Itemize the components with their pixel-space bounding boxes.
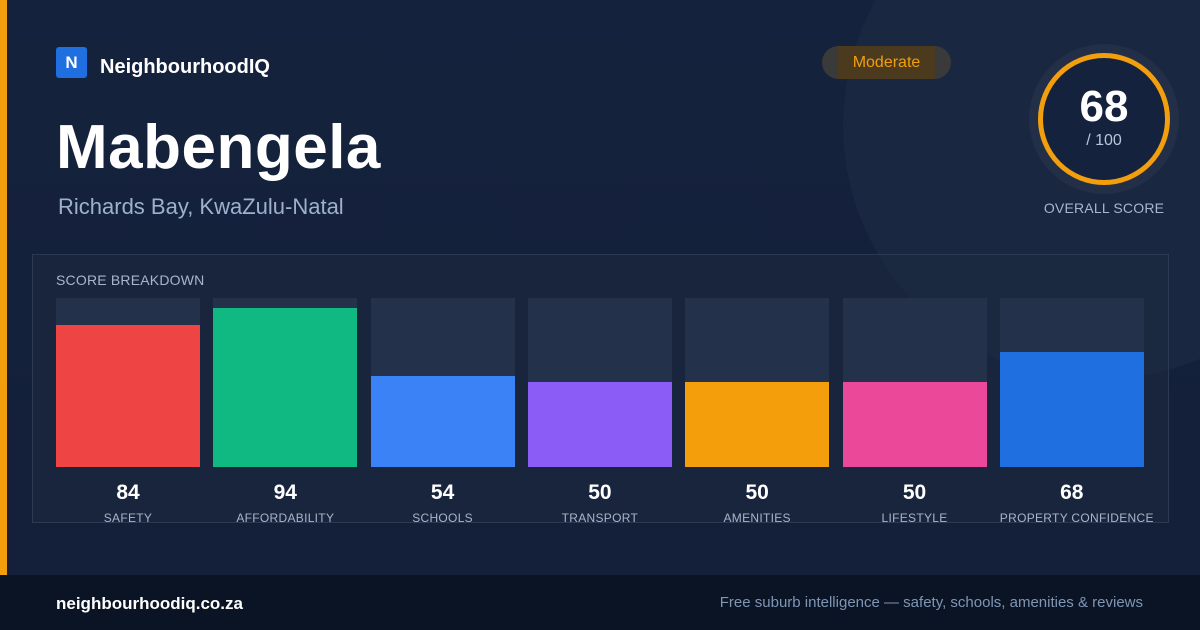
bar-fill: [527, 382, 672, 467]
breakdown-bar-safety: 84 SAFETY: [56, 298, 200, 525]
bar-fill: [999, 352, 1144, 467]
breakdown-bar-affordability: 94 AFFORDABILITY: [213, 298, 358, 525]
footer: neighbourhoodiq.co.za Free suburb intell…: [0, 575, 1200, 630]
bar-value: 84: [116, 481, 140, 504]
brand-logo-icon: N: [56, 47, 87, 78]
bar-fill: [685, 382, 830, 467]
accent-bar: [0, 0, 7, 575]
bar-label: AMENITIES: [723, 511, 791, 525]
bar-value: 50: [745, 481, 769, 504]
bar-value: 50: [902, 481, 927, 504]
bar-track: [527, 298, 672, 467]
bar-label: TRANSPORT: [561, 511, 639, 525]
bar-label: PROPERTY CONFIDENCE: [999, 511, 1154, 525]
bar-track: [842, 298, 987, 467]
bar-label: LIFESTYLE: [881, 511, 948, 525]
breakdown-bar-property-confidence: 68 PROPERTY CONFIDENCE: [999, 298, 1154, 525]
bar-fill: [842, 382, 987, 467]
rating-badge: Moderate: [822, 46, 951, 79]
footer-tagline: Free suburb intelligence — safety, schoo…: [719, 594, 1143, 611]
bar-value: 94: [273, 481, 297, 504]
bar-track: [999, 298, 1144, 467]
share-card: N NeighbourhoodIQ Mabengela Richards Bay…: [0, 0, 1200, 575]
bar-fill: [370, 376, 515, 467]
overall-score-ring: 68 / 100: [1029, 44, 1179, 194]
score-breakdown-panel: SCORE BREAKDOWN 84 SAFETY 94 AFFORDABILITY 5…: [32, 254, 1169, 525]
bar-track: [213, 298, 358, 467]
bar-value: 50: [588, 481, 612, 504]
suburb-location: Richards Bay, KwaZulu-Natal: [58, 194, 344, 219]
bar-track: [56, 298, 200, 467]
breakdown-bar-transport: 50 TRANSPORT: [527, 298, 672, 525]
bar-fill: [213, 308, 358, 467]
score-ring-progress: [1038, 53, 1170, 185]
bar-fill: [56, 325, 200, 467]
bar-label: SCHOOLS: [412, 511, 473, 525]
bar-track: [685, 298, 830, 467]
brand: N NeighbourhoodIQ: [56, 46, 270, 79]
breakdown-bar-schools: 54 SCHOOLS: [370, 298, 515, 525]
overall-score-value: 68: [1079, 82, 1129, 131]
footer-url: neighbourhoodiq.co.za: [56, 594, 243, 613]
bar-value: 68: [1060, 481, 1084, 504]
suburb-title: Mabengela: [56, 113, 381, 182]
brand-name: NeighbourhoodIQ: [100, 56, 270, 78]
bar-track: [370, 298, 515, 467]
rating-badge-label: Moderate: [852, 53, 921, 71]
bar-label: AFFORDABILITY: [236, 511, 335, 525]
overall-score-max: / 100: [1086, 132, 1122, 149]
bar-value: 54: [430, 481, 455, 504]
bar-label: SAFETY: [103, 511, 153, 525]
breakdown-bar-amenities: 50 AMENITIES: [685, 298, 830, 525]
overall-score-label: OVERALL SCORE: [1043, 200, 1165, 216]
breakdown-title: SCORE BREAKDOWN: [56, 272, 205, 288]
breakdown-bar-lifestyle: 50 LIFESTYLE: [842, 298, 987, 525]
